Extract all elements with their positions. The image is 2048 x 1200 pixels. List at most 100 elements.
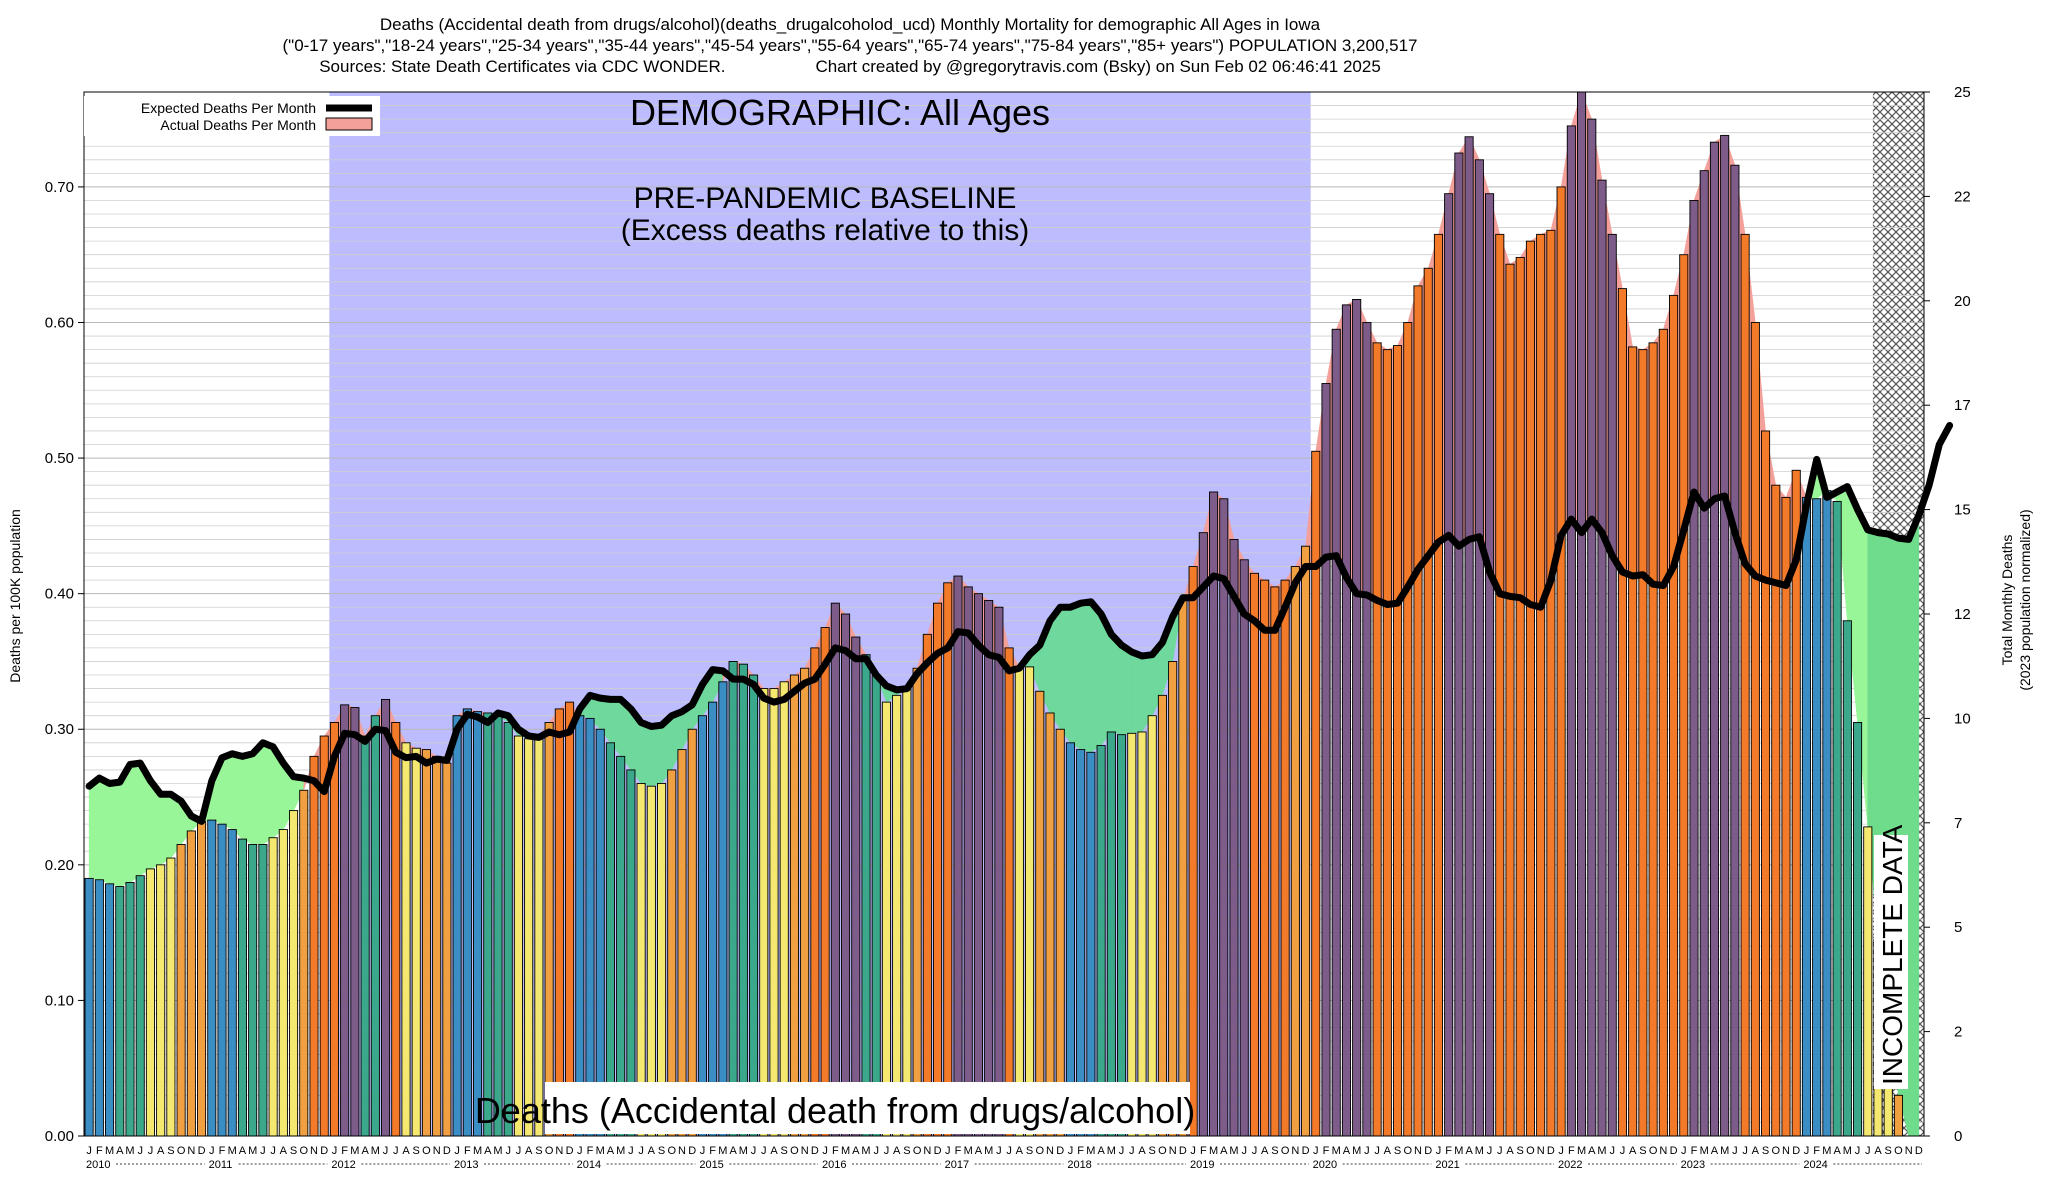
bar	[1842, 620, 1852, 1137]
bar	[217, 823, 227, 1137]
month-tick-label: M	[1475, 1145, 1484, 1157]
bar	[677, 749, 687, 1137]
month-tick-label: J	[1558, 1145, 1564, 1157]
bar	[1505, 263, 1515, 1137]
month-tick-label: M	[1209, 1145, 1218, 1157]
bar	[309, 755, 319, 1137]
bar	[432, 755, 442, 1137]
month-tick-label: F	[832, 1145, 839, 1157]
deficit-area	[231, 753, 243, 840]
month-tick-label: M	[1332, 1145, 1341, 1157]
bar	[933, 602, 943, 1137]
legend-actual-swatch	[325, 117, 373, 131]
bar	[452, 715, 462, 1137]
month-tick-label: J	[1609, 1145, 1615, 1157]
bar	[738, 663, 748, 1137]
month-tick-label: M	[1352, 1145, 1361, 1157]
month-tick-label: F	[1813, 1145, 1820, 1157]
month-tick-label: A	[1261, 1145, 1269, 1157]
month-tick-label: O	[1403, 1145, 1412, 1157]
month-tick-label: O	[913, 1145, 922, 1157]
bar	[779, 681, 789, 1137]
plot-background	[329, 92, 1924, 1136]
bar	[708, 701, 718, 1137]
bar	[156, 864, 166, 1137]
month-tick-label: S	[1762, 1145, 1769, 1157]
bar	[841, 613, 851, 1137]
bar	[1198, 532, 1208, 1137]
legend: Expected Deaths Per Month Actual Deaths …	[84, 96, 380, 136]
bar	[728, 661, 738, 1137]
bar	[442, 762, 452, 1137]
month-tick-label: A	[770, 1145, 778, 1157]
bar	[1525, 240, 1535, 1137]
bar	[984, 599, 994, 1137]
month-tick-label: N	[310, 1145, 318, 1157]
bar	[943, 582, 953, 1137]
bar	[1239, 559, 1249, 1137]
month-tick-label: M	[861, 1145, 870, 1157]
month-tick-label: M	[984, 1145, 993, 1157]
month-tick-label: F	[709, 1145, 716, 1157]
bar	[1730, 164, 1740, 1137]
month-tick-label: N	[1905, 1145, 1913, 1157]
bar	[483, 712, 493, 1137]
bar	[616, 755, 626, 1137]
month-tick-label: A	[1752, 1145, 1760, 1157]
month-tick-label: D	[1792, 1145, 1800, 1157]
month-tick-label: J	[1436, 1145, 1442, 1157]
year-tick-label: 2010	[86, 1159, 110, 1171]
month-tick-label: A	[361, 1145, 369, 1157]
bar	[248, 844, 258, 1137]
expected-line-layer	[85, 422, 1954, 825]
bar	[503, 722, 513, 1137]
month-tick-label: D	[443, 1145, 451, 1157]
y2-axis-label-2: (2023 population normalized)	[2017, 509, 2033, 690]
bar	[544, 722, 554, 1137]
bar	[1025, 666, 1035, 1137]
baseline-label-1: PRE-PANDEMIC BASELINE	[634, 182, 1017, 215]
bottom-label-bg	[545, 1082, 1190, 1134]
year-tick-label: 2015	[699, 1159, 723, 1171]
bar	[115, 886, 125, 1137]
y2-tick-label: 7	[1954, 815, 1962, 832]
month-tick-label: J	[1804, 1145, 1810, 1157]
month-tick-label: D	[1056, 1145, 1064, 1157]
deficit-area	[1131, 651, 1143, 734]
y-tick-label: 0.50	[45, 450, 74, 467]
bar	[1720, 134, 1730, 1137]
y2-tick-label: 25	[1954, 84, 1971, 101]
y-tick-label: 0.00	[45, 1128, 74, 1145]
bar	[1188, 566, 1198, 1137]
month-tick-label: F	[1077, 1145, 1084, 1157]
month-tick-label: S	[1517, 1145, 1524, 1157]
bar	[176, 844, 186, 1137]
month-tick-label: A	[1220, 1145, 1228, 1157]
bar	[1301, 545, 1311, 1137]
month-tick-label: S	[658, 1145, 665, 1157]
bar	[1433, 233, 1443, 1137]
month-tick-label: O	[1771, 1145, 1780, 1157]
bar	[575, 715, 585, 1137]
month-tick-label: M	[1086, 1145, 1095, 1157]
bar	[1249, 572, 1259, 1137]
month-tick-label: S	[413, 1145, 420, 1157]
month-tick-label: J	[761, 1145, 767, 1157]
deficit-area	[1908, 514, 1920, 1137]
month-tick-label: M	[1822, 1145, 1831, 1157]
bar	[1464, 136, 1474, 1137]
month-tick-label: A	[525, 1145, 533, 1157]
month-tick-label: A	[157, 1145, 165, 1157]
y2-tick-label: 17	[1954, 397, 1971, 414]
y2-axis-label-1: Total Monthly Deaths	[1999, 535, 2015, 666]
month-tick-label: N	[1537, 1145, 1545, 1157]
month-tick-label: A	[893, 1145, 901, 1157]
month-tick-label: O	[1526, 1145, 1535, 1157]
y-axis-label: Deaths per 100K population	[7, 509, 23, 683]
month-tick-label: N	[433, 1145, 441, 1157]
bar	[1117, 734, 1127, 1137]
bar	[1209, 491, 1219, 1137]
month-tick-label: J	[1241, 1145, 1247, 1157]
bar	[963, 586, 973, 1137]
bar	[1536, 233, 1546, 1137]
